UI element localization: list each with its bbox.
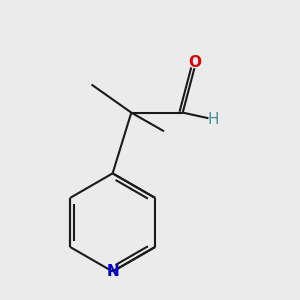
- Text: O: O: [188, 55, 201, 70]
- Text: H: H: [207, 112, 219, 127]
- Text: N: N: [106, 264, 119, 279]
